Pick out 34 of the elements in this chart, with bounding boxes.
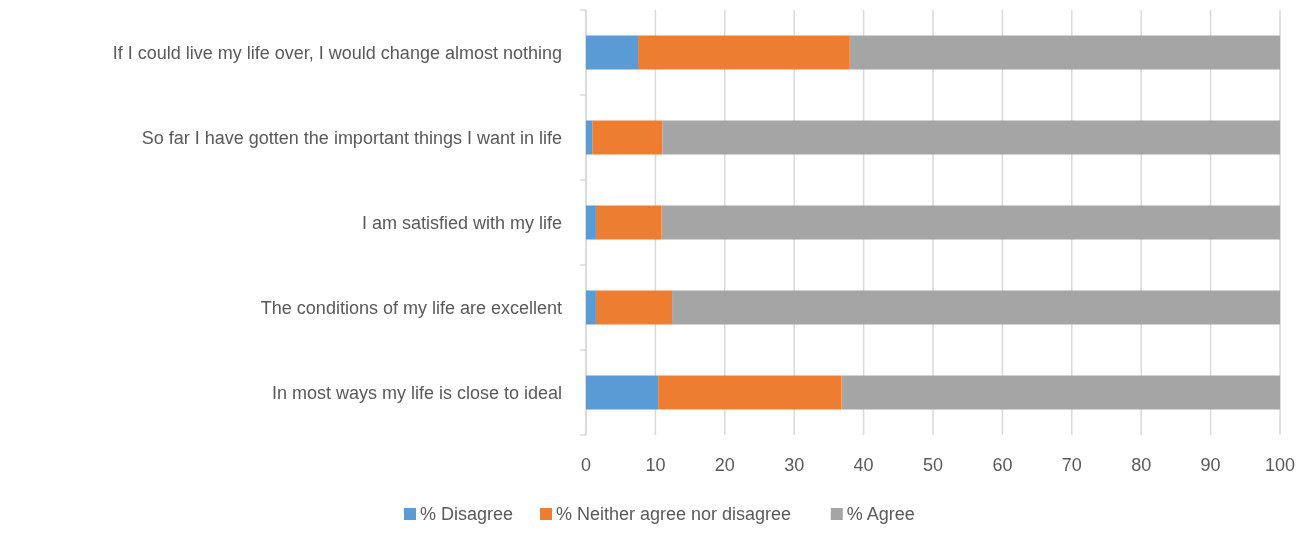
bar (595, 205, 662, 240)
x-tick-label: 70 (1061, 455, 1082, 475)
bar (638, 35, 850, 70)
bar (586, 290, 596, 325)
x-tick-label: 30 (784, 455, 805, 475)
y-tick-label: So far I have gotten the important things I want in life (141, 127, 562, 148)
bar (672, 290, 1280, 325)
bar (586, 375, 659, 410)
bar (595, 290, 673, 325)
x-tick-label: 80 (1131, 455, 1152, 475)
legend-label: % Neither agree nor disagree (556, 504, 792, 524)
legend-label: % Agree (846, 504, 915, 524)
bar (586, 205, 596, 240)
x-tick-label: 40 (853, 455, 874, 475)
bar (662, 120, 1280, 155)
bar (849, 35, 1280, 70)
x-tick-label: 10 (645, 455, 666, 475)
x-tick-label: 90 (1200, 455, 1221, 475)
y-tick-label: The conditions of my life are excellent (260, 297, 562, 318)
y-tick-label: I am satisfied with my life (361, 212, 562, 233)
x-tick-label: 20 (714, 455, 735, 475)
y-tick-label: In most ways my life is close to ideal (271, 382, 562, 403)
bar (841, 375, 1280, 410)
x-tick-label: 0 (580, 455, 592, 475)
bar (658, 375, 842, 410)
y-tick-label: If I could live my life over, I would change almost nothing (112, 42, 562, 63)
x-tick-label: 60 (992, 455, 1013, 475)
bar (586, 120, 593, 155)
bar (592, 120, 663, 155)
x-tick-label: 100 (1264, 455, 1296, 475)
bar (661, 205, 1280, 240)
x-tick-label: 50 (922, 455, 944, 475)
bar (586, 35, 639, 70)
legend-label: % Disagree (420, 504, 514, 524)
